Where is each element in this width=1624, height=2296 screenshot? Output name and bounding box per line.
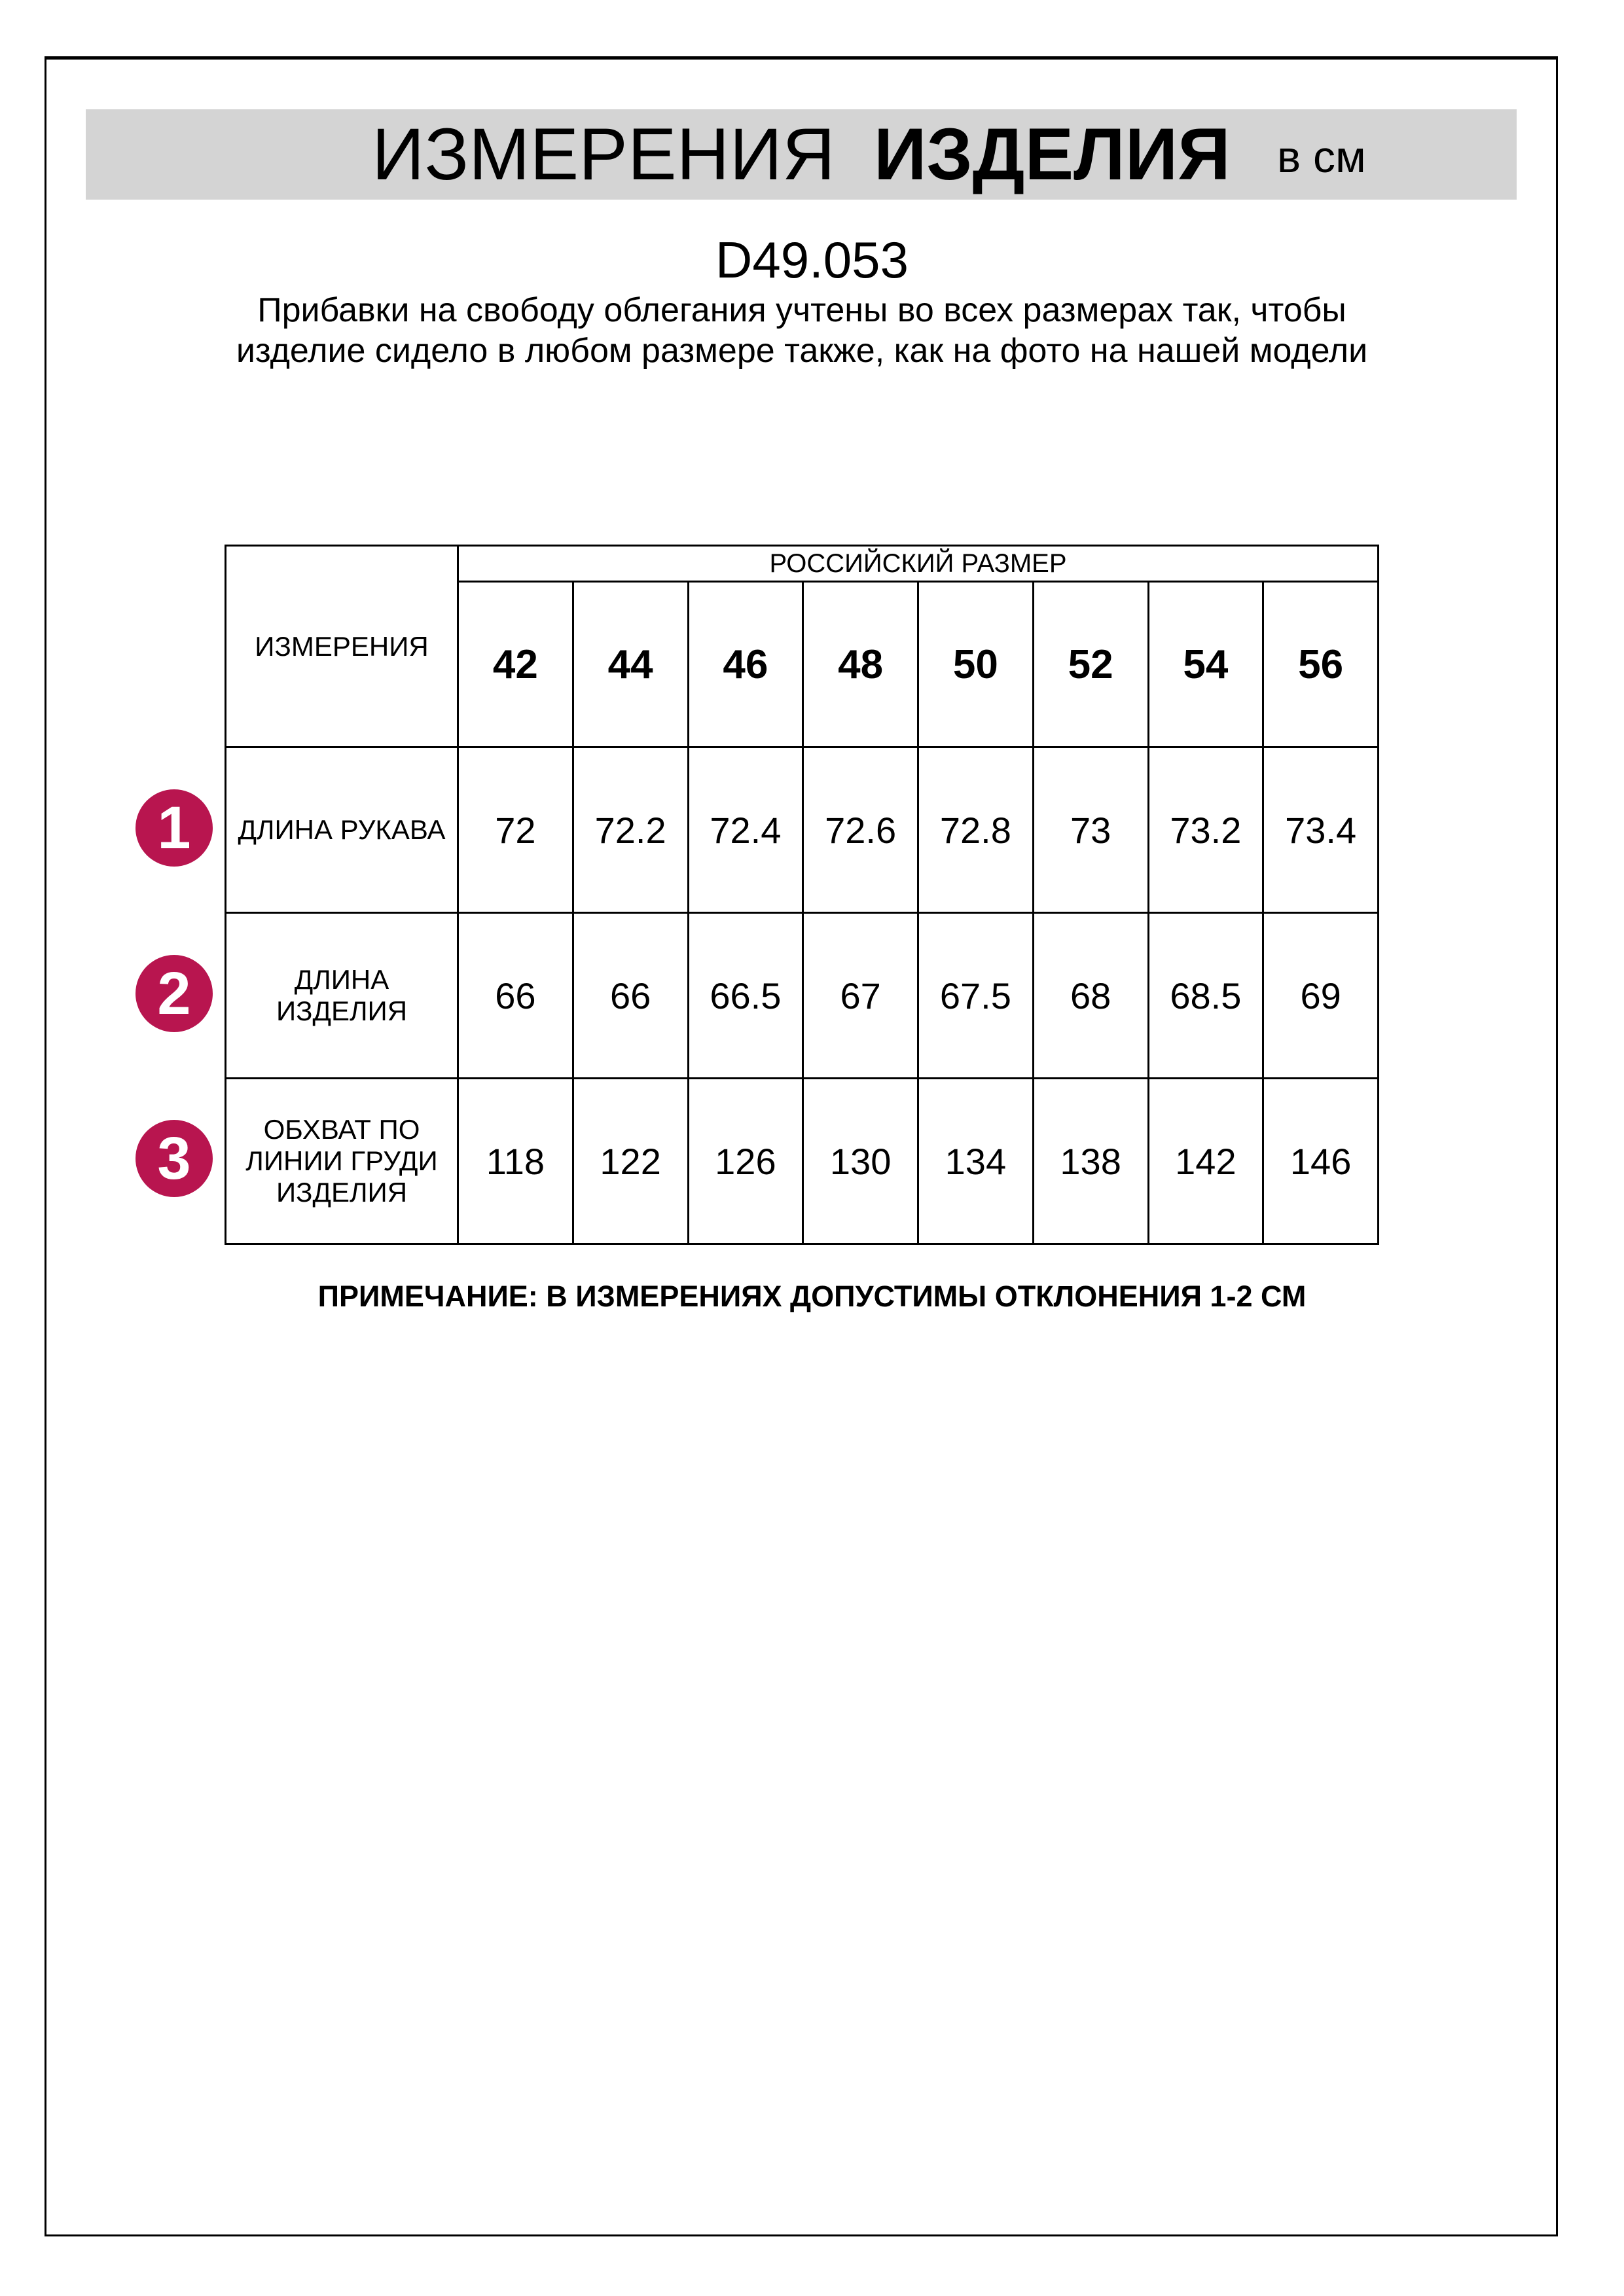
value-cell: 146: [1262, 1077, 1379, 1245]
product-code: D49.053: [715, 231, 909, 289]
value-cell: 72.4: [687, 746, 804, 914]
value-cell: 138: [1032, 1077, 1149, 1245]
badge-3: 3: [135, 1120, 213, 1197]
russian-size-header: РОССИЙСКИЙ РАЗМЕР: [457, 545, 1379, 583]
value-cell: 68: [1032, 912, 1149, 1079]
value-cell: 67: [802, 912, 919, 1079]
size-header-42: 42: [457, 581, 574, 748]
value-cell: 67.5: [917, 912, 1034, 1079]
size-header-46: 46: [687, 581, 804, 748]
size-header-44: 44: [571, 581, 689, 748]
value-cell: 68.5: [1147, 912, 1265, 1079]
value-cell: 130: [802, 1077, 919, 1245]
value-cell: 122: [571, 1077, 689, 1245]
size-header-48: 48: [802, 581, 919, 748]
tolerance-note: ПРИМЕЧАНИЕ: В ИЗМЕРЕНИЯХ ДОПУСТИМЫ ОТКЛО…: [317, 1280, 1307, 1313]
value-cell: 72: [457, 746, 574, 914]
size-header-50: 50: [917, 581, 1034, 748]
size-header-56: 56: [1262, 581, 1379, 748]
badge-2: 2: [135, 955, 213, 1032]
value-cell: 142: [1147, 1077, 1265, 1245]
row-label: ДЛИНА ИЗДЕЛИЯ: [225, 912, 459, 1079]
title-measurements: ИЗМЕРЕНИЯ: [372, 113, 835, 195]
row-label: ОБХВАТ ПО ЛИНИИ ГРУДИ ИЗДЕЛИЯ: [225, 1077, 459, 1245]
size-header-52: 52: [1032, 581, 1149, 748]
value-cell: 72.8: [917, 746, 1034, 914]
fit-description: Прибавки на свободу облегания учтены во …: [236, 291, 1368, 370]
value-cell: 72.2: [571, 746, 689, 914]
value-cell: 66: [571, 912, 689, 1079]
value-cell: 66: [457, 912, 574, 1079]
value-cell: 118: [457, 1077, 574, 1245]
title-unit: в см: [1277, 132, 1366, 182]
measurements-header: ИЗМЕРЕНИЯ: [225, 545, 459, 748]
value-cell: 72.6: [802, 746, 919, 914]
title-product: ИЗДЕЛИЯ: [874, 113, 1231, 195]
page-frame: [45, 56, 1558, 2236]
size-table: ИЗМЕРЕНИЯ РОССИЙСКИЙ РАЗМЕР 42 44 46 48 50 52…: [225, 545, 1379, 1245]
badge-1: 1: [135, 789, 213, 867]
value-cell: 73: [1032, 746, 1149, 914]
title-banner: [86, 109, 1517, 200]
value-cell: 126: [687, 1077, 804, 1245]
value-cell: 73.2: [1147, 746, 1265, 914]
value-cell: 73.4: [1262, 746, 1379, 914]
value-cell: 69: [1262, 912, 1379, 1079]
value-cell: 66.5: [687, 912, 804, 1079]
value-cell: 134: [917, 1077, 1034, 1245]
size-header-54: 54: [1147, 581, 1265, 748]
row-label: ДЛИНА РУКАВА: [225, 746, 459, 914]
